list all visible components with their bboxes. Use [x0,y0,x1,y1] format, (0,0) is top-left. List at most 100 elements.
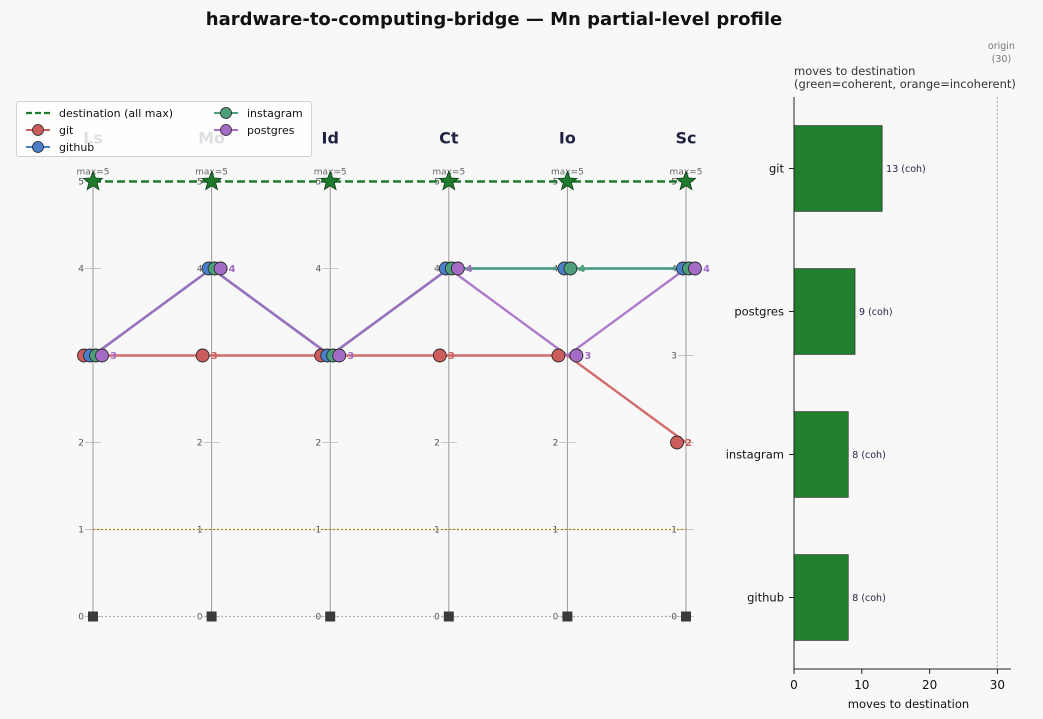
data-label: 2 [685,438,692,449]
axis-tick-label: 4 [78,265,84,275]
legend-item-git: git [25,122,73,138]
destination-star [675,170,697,191]
data-point-git [670,435,684,450]
axis-tick-label: 2 [434,439,440,449]
data-point-postgres [450,261,465,276]
bar-value-label: 9 (coh) [859,307,893,318]
bar-x-tick-label: 20 [922,678,937,692]
bar-x-tick-label: 10 [854,678,869,692]
data-label: 4 [578,264,585,275]
axis-name-Sc: Sc [675,129,696,148]
axis-tick-label: 4 [315,265,321,275]
destination-star [556,170,578,191]
axis-name-Io: Io [559,129,576,148]
data-point-postgres [569,348,584,363]
bar-x-tick-label: 30 [990,678,1005,692]
origin-marker [681,611,691,622]
axis-tick-label: 1 [197,526,203,536]
origin-marker [206,611,217,622]
data-point-git [432,348,447,363]
axis-tick-label: 2 [197,439,203,449]
bar-instagram [793,411,849,498]
data-label: 3 [211,351,218,362]
axis-tick-label: 3 [671,352,677,362]
axis-tick-label: 1 [315,526,321,536]
axis-tick-label: 4 [434,265,440,275]
line-legend: destination (all max) instagram git post… [16,101,312,157]
data-point-postgres [95,348,109,363]
legend-label: github [59,140,95,154]
legend-marker-icon [214,124,238,136]
destination-star [319,170,341,191]
data-point-postgres [213,261,228,276]
bar-github [793,554,849,641]
legend-marker-icon [26,141,50,153]
legend-marker-icon [26,124,50,136]
bar-x-axis-label: moves to destination [848,697,969,711]
data-label: 4 [229,264,236,275]
bar-chart-title: moves to destination [794,64,915,78]
destination-star [438,170,460,191]
data-label: 3 [347,351,354,362]
series-line-postgres [92,267,687,357]
data-label: 3 [584,351,591,362]
axis-tick-label: 5 [78,178,84,188]
bar-category-label: postgres [734,305,784,319]
axis-tick-label: 0 [553,613,559,623]
axis-tick-label: 1 [671,526,677,536]
legend-item-destination: destination (all max) [25,105,173,121]
legend-label: destination (all max) [59,106,174,120]
origin-marker [443,611,454,622]
legend-label: git [59,123,74,137]
bar-chart-subtitle: (green=coherent, orange=incoherent) [794,77,1016,91]
legend-dashed-line-icon [26,111,50,115]
axis-tick-label: 0 [671,613,677,623]
axis-tick-label: 1 [78,526,84,536]
destination-star [82,170,104,191]
axis-tick-label: 2 [78,439,84,449]
axis-name-Ct: Ct [439,129,459,148]
legend-item-postgres: postgres [213,122,295,138]
bar-x-tick-label: 0 [790,678,798,692]
origin-marker [562,611,573,622]
axis-tick-label: 1 [434,526,440,536]
bar-value-label: 8 (coh) [852,593,886,604]
legend-item-github: github [25,139,94,155]
bar-category-label: instagram [726,448,784,462]
legend-label: postgres [247,123,295,137]
series-line-git [93,354,687,444]
axis-tick-label: 0 [434,613,440,623]
bar-value-label: 13 (coh) [886,164,926,175]
origin-label-value: (30) [992,54,1012,65]
axis-tick-label: 4 [197,265,203,275]
data-point-git [551,348,566,363]
legend-item-instagram: instagram [213,105,303,121]
axis-tick-label: 0 [315,613,321,623]
origin-label: origin [988,41,1015,52]
axis-name-Id: Id [321,129,338,148]
axis-tick-label: 1 [553,526,559,536]
chart-title: hardware-to-computing-bridge — Mn partia… [206,9,782,30]
data-point-postgres [688,261,702,276]
data-point-git [195,348,210,363]
bar-postgres [793,268,856,355]
data-label: 3 [448,351,455,362]
axis-tick-label: 2 [315,439,321,449]
data-label: 3 [110,351,117,362]
data-label: 4 [703,264,710,275]
destination-star [201,170,223,191]
origin-marker [88,611,98,622]
origin-marker [325,611,336,622]
bar-category-label: github [747,591,784,605]
legend-label: instagram [247,106,303,120]
axis-tick-label: 2 [553,439,559,449]
legend-marker-icon [214,107,238,119]
data-label: 4 [466,264,473,275]
bar-git [793,125,883,212]
axis-tick-label: 5 [315,178,321,188]
data-point-instagram [563,261,578,276]
axis-tick-label: 5 [197,178,203,188]
bar-category-label: git [769,162,784,176]
axis-tick-label: 0 [78,613,84,623]
